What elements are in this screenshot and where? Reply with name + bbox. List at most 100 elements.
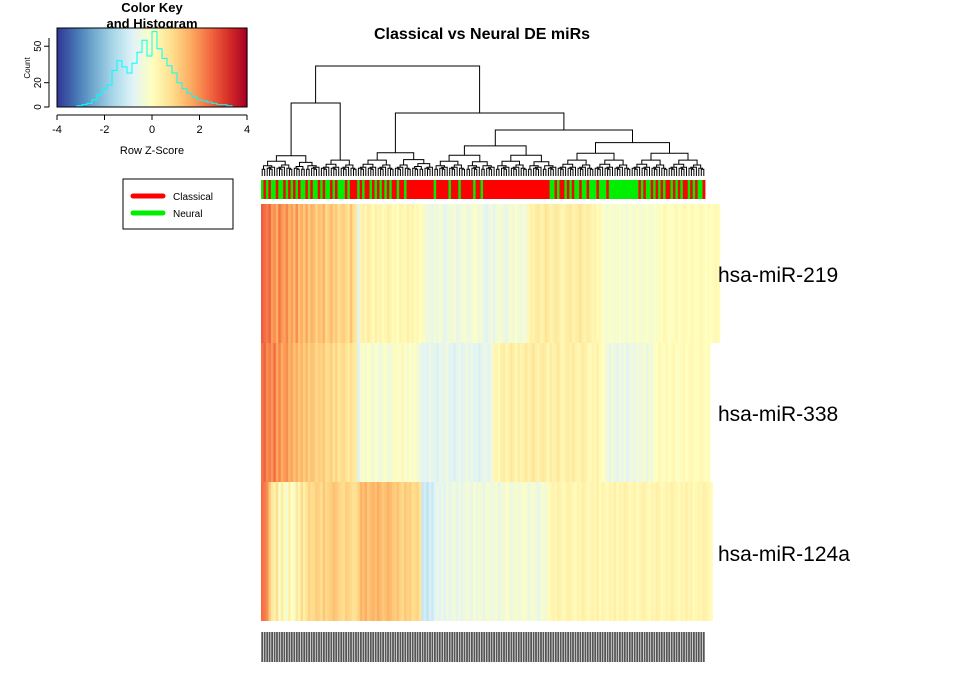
color-key-ylabel: Count (23, 57, 32, 79)
column-label (527, 632, 530, 662)
column-side-color (362, 180, 365, 199)
heatmap-cell (483, 343, 486, 482)
column-label (276, 632, 278, 662)
column-label (419, 632, 421, 662)
column-label (651, 632, 653, 662)
heatmap-cell (278, 343, 282, 482)
column-side-color (325, 180, 328, 199)
heatmap-cell (487, 482, 491, 621)
color-key-band (111, 28, 115, 107)
heatmap-cell (640, 482, 644, 621)
dendrogram-link (451, 168, 456, 176)
color-key-band (161, 28, 165, 107)
heatmap-cell (561, 482, 565, 621)
heatmap-cell (381, 204, 385, 343)
column-side-color (421, 180, 425, 199)
column-label (293, 632, 296, 662)
dendrogram-link (407, 168, 411, 176)
column-side-color (539, 180, 543, 199)
dendrogram-link (261, 168, 266, 176)
heatmap-cell (705, 343, 708, 482)
heatmap-cell (665, 204, 669, 343)
column-label (347, 632, 350, 662)
column-label (332, 632, 335, 662)
heatmap-cell (357, 204, 361, 343)
column-side-colors (261, 180, 706, 199)
color-key: Color Key and Histogram -4 -2 0 2 4 0 20 50 Co… (23, 0, 250, 157)
heatmap-cell (645, 482, 649, 621)
column-label (352, 632, 355, 662)
heatmap-cell (682, 204, 686, 343)
heatmap-cell (330, 343, 333, 482)
color-key-band (137, 28, 141, 107)
heatmap-cell (379, 204, 383, 343)
color-key-band (135, 28, 139, 107)
column-label (364, 632, 367, 662)
column-side-color (554, 180, 558, 199)
heatmap-cell (396, 343, 400, 482)
heatmap-cell (709, 482, 713, 621)
heatmap-cell (601, 482, 605, 621)
heatmap-cell (576, 343, 580, 482)
color-key-band (211, 28, 215, 107)
column-label (367, 632, 370, 662)
column-side-color (409, 180, 412, 199)
heatmap-cell (687, 482, 691, 621)
column-label (683, 632, 685, 662)
column-label (327, 632, 330, 662)
column-side-color (682, 180, 686, 199)
heatmap-cell (332, 204, 336, 343)
heatmap-cell (522, 204, 526, 343)
column-side-color (566, 180, 570, 199)
heatmap-cell (261, 343, 264, 482)
heatmap-cell (544, 204, 548, 343)
column-label (636, 632, 639, 662)
heatmap-cell (428, 482, 432, 621)
column-label (345, 632, 347, 662)
heatmap-cell (372, 343, 375, 482)
heatmap-cell (665, 343, 669, 482)
heatmap-cell (322, 482, 326, 621)
column-side-color (273, 180, 277, 199)
heatmap-cell (305, 343, 309, 482)
heatmap-cell (374, 204, 378, 343)
column-label (577, 632, 579, 662)
color-key-band (154, 28, 158, 107)
column-label (515, 632, 518, 662)
column-label (456, 632, 458, 662)
column-side-color (275, 180, 279, 199)
heatmap-cell (450, 343, 454, 482)
heatmap-cell (527, 204, 531, 343)
heatmap-cell (621, 343, 624, 482)
heatmap-cell (697, 343, 701, 482)
column-side-color (584, 180, 587, 199)
heatmap-cell (606, 482, 610, 621)
column-side-color (702, 180, 706, 199)
color-key-band (109, 28, 113, 107)
heatmap-cell (446, 343, 449, 482)
color-key-band (185, 28, 189, 107)
column-side-color (517, 180, 521, 199)
heatmap-cell (557, 204, 560, 343)
heatmap-cell (579, 204, 583, 343)
heatmap-cell (690, 482, 694, 621)
column-dendrogram (261, 65, 705, 176)
dendrogram-link (579, 168, 584, 176)
heatmap-cell (512, 204, 516, 343)
column-side-color (268, 180, 272, 199)
column-side-color (396, 180, 400, 199)
heatmap-cell (367, 482, 370, 621)
heatmap-cell (312, 482, 316, 621)
heatmap-cell (601, 204, 605, 343)
heatmap-cell (566, 482, 570, 621)
column-side-color (640, 180, 644, 199)
column-label (589, 632, 592, 662)
column-side-color (697, 180, 701, 199)
heatmap-cell (428, 204, 432, 343)
heatmap-cell (275, 482, 279, 621)
heatmap-cell (394, 204, 398, 343)
column-label (337, 632, 340, 662)
column-side-color (581, 180, 585, 199)
heatmap-cell (354, 343, 358, 482)
column-label (313, 632, 315, 662)
